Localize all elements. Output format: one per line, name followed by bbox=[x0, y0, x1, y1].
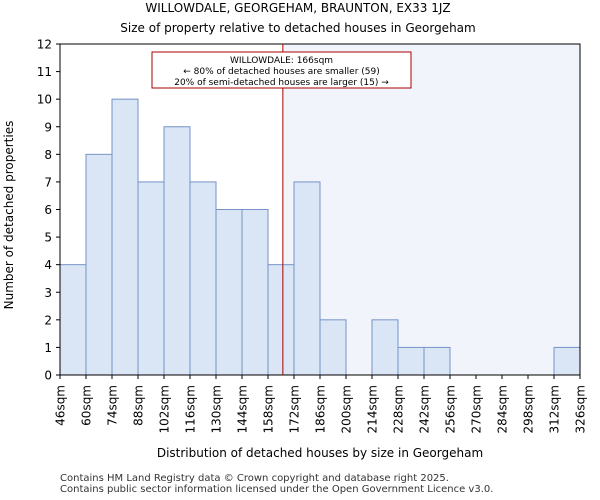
bar bbox=[85, 153, 113, 376]
x-tick-label: 102sqm bbox=[158, 385, 172, 433]
y-axis-label: Number of detached properties bbox=[2, 121, 16, 310]
y-tick-label: 12 bbox=[37, 38, 52, 52]
bar bbox=[59, 264, 87, 376]
y-tick-label: 11 bbox=[37, 65, 52, 79]
y-tick-label: 0 bbox=[44, 369, 52, 383]
x-tick-label: 298sqm bbox=[522, 385, 536, 433]
bar bbox=[397, 346, 425, 376]
marker-annotation: WILLOWDALE: 166sqm ← 80% of detached hou… bbox=[151, 51, 412, 89]
bar bbox=[267, 264, 295, 376]
y-tick-label: 3 bbox=[44, 286, 52, 300]
annotation-line-3: 20% of semi-detached houses are larger (… bbox=[174, 78, 389, 88]
x-tick-label: 116sqm bbox=[184, 385, 198, 433]
bar bbox=[371, 319, 399, 376]
x-axis-label: Distribution of detached houses by size … bbox=[157, 446, 483, 460]
bar bbox=[293, 181, 321, 376]
x-tick-label: 284sqm bbox=[496, 385, 510, 433]
x-tick-label: 200sqm bbox=[340, 385, 354, 433]
bars-group bbox=[59, 98, 581, 376]
y-tick-label: 2 bbox=[44, 313, 52, 327]
bar bbox=[215, 209, 243, 376]
x-tick-label: 186sqm bbox=[314, 385, 328, 433]
x-tick-label: 88sqm bbox=[132, 385, 146, 426]
y-tick-label: 9 bbox=[44, 120, 52, 134]
x-tick-label: 214sqm bbox=[366, 385, 380, 433]
bar bbox=[241, 209, 269, 376]
y-tick-label: 1 bbox=[44, 341, 52, 355]
x-tick-label: 326sqm bbox=[574, 385, 588, 433]
x-tick-label: 130sqm bbox=[210, 385, 224, 433]
y-tick-label: 10 bbox=[37, 93, 52, 107]
x-tick-label: 228sqm bbox=[392, 385, 406, 433]
y-tick-label: 7 bbox=[44, 175, 52, 189]
x-tick-label: 144sqm bbox=[236, 385, 250, 433]
annotation-line-2: ← 80% of detached houses are smaller (59… bbox=[183, 67, 380, 77]
plot-frame bbox=[59, 43, 581, 376]
y-tick-label: 8 bbox=[44, 148, 52, 162]
chart-subtitle: Size of property relative to detached ho… bbox=[120, 21, 475, 35]
y-tick-label: 6 bbox=[44, 203, 52, 217]
annotation-box bbox=[151, 51, 412, 89]
bar bbox=[553, 346, 581, 376]
x-tick-label: 172sqm bbox=[288, 385, 302, 433]
y-tick-label: 4 bbox=[44, 258, 52, 272]
chart-title: WILLOWDALE, GEORGEHAM, BRAUNTON, EX33 1J… bbox=[145, 1, 450, 15]
x-tick-label: 158sqm bbox=[262, 385, 276, 433]
bar bbox=[137, 181, 165, 376]
y-tick-label: 5 bbox=[44, 231, 52, 245]
x-tick-label: 74sqm bbox=[106, 385, 120, 426]
bar bbox=[423, 346, 451, 376]
bar bbox=[319, 319, 347, 376]
footer-line-1: Contains HM Land Registry data © Crown c… bbox=[60, 473, 449, 484]
x-tick-label: 46sqm bbox=[54, 385, 68, 426]
annotation-line-1: WILLOWDALE: 166sqm bbox=[230, 56, 333, 66]
bar bbox=[163, 126, 191, 376]
footer-line-2: Contains public sector information licen… bbox=[60, 484, 494, 495]
x-tick-label: 312sqm bbox=[548, 385, 562, 433]
x-tick-label: 242sqm bbox=[418, 385, 432, 433]
x-tick-label: 270sqm bbox=[470, 385, 484, 433]
bar bbox=[189, 181, 217, 376]
x-tick-label: 60sqm bbox=[80, 385, 94, 426]
bar bbox=[111, 98, 139, 376]
x-tick-label: 256sqm bbox=[444, 385, 458, 433]
